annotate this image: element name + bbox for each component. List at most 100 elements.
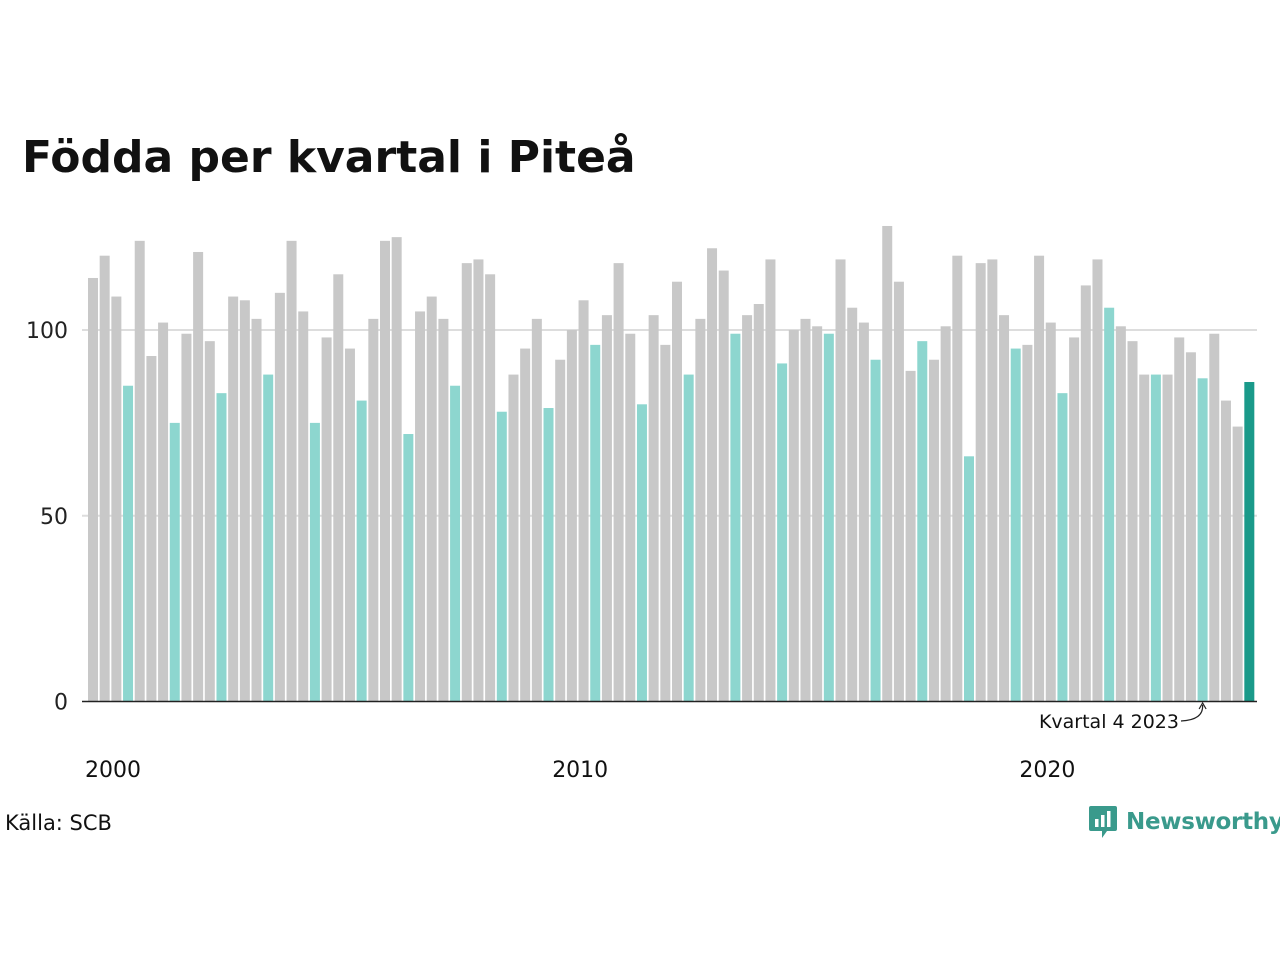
bar-chart: 0 50 100 2000 2010 2020 Kvartal 4 2023: [26, 225, 1257, 783]
bar: [333, 274, 344, 702]
bar: [485, 274, 496, 702]
bar: [450, 385, 461, 702]
bar: [274, 292, 285, 702]
bar: [438, 318, 449, 702]
bar: [964, 456, 974, 702]
bar: [356, 400, 367, 702]
bar: [251, 318, 262, 702]
bar: [181, 333, 192, 702]
bar: [228, 296, 239, 702]
bar: [893, 281, 904, 702]
bar: [1092, 259, 1103, 702]
bar: [204, 341, 215, 702]
brand-name: Newsworthy: [1126, 809, 1280, 835]
bar: [928, 359, 939, 702]
bar: [169, 422, 180, 702]
bar: [613, 263, 624, 702]
x-tick-label: 2000: [85, 758, 141, 783]
bar: [158, 322, 169, 702]
bar: [99, 255, 110, 702]
bar: [88, 277, 98, 702]
bar: [1150, 374, 1161, 702]
bar: [812, 326, 823, 702]
annotation-label: Kvartal 4 2023: [1039, 711, 1179, 733]
bar: [473, 259, 484, 702]
bar: [636, 404, 647, 702]
bar: [1080, 285, 1091, 702]
bar: [1209, 333, 1220, 702]
bar: [216, 393, 227, 702]
bar: [391, 237, 402, 702]
bar: [823, 333, 834, 702]
bar: [555, 359, 566, 702]
bar: [1139, 374, 1150, 702]
bar: [1115, 326, 1126, 702]
bar: [999, 315, 1010, 702]
bar: [1232, 426, 1243, 702]
bar: [508, 374, 519, 702]
bar: [707, 248, 718, 702]
bar: [1034, 255, 1045, 702]
bar: [1069, 337, 1080, 702]
bar: [543, 408, 554, 702]
bar: [1010, 348, 1021, 702]
bar: [1162, 374, 1173, 702]
bar: [590, 344, 601, 702]
bar: [987, 259, 998, 702]
bar: [134, 240, 145, 702]
bar: [403, 434, 414, 702]
bar: [1045, 322, 1056, 702]
bar: [718, 270, 729, 702]
newsworthy-logo-icon: [1089, 806, 1117, 838]
bar: [298, 311, 309, 702]
bar: [753, 304, 764, 702]
annotation-arrowhead: [1198, 701, 1207, 710]
bar: [672, 281, 682, 702]
bar: [835, 259, 846, 702]
bar: [380, 240, 390, 702]
bar: [123, 385, 134, 702]
bar: [858, 322, 869, 702]
x-tick-label: 2010: [552, 758, 608, 783]
bar: [1104, 307, 1115, 702]
bar: [111, 296, 122, 702]
bar: [578, 300, 589, 702]
bar: [415, 311, 426, 702]
bar: [344, 348, 355, 702]
bar: [940, 326, 951, 702]
bar: [193, 251, 204, 702]
bar: [975, 263, 986, 702]
bar: [917, 341, 928, 702]
bar: [520, 348, 531, 702]
bar: [309, 422, 320, 702]
bar: [625, 333, 636, 702]
bar: [765, 259, 776, 702]
bar: [648, 315, 659, 702]
chart-title: Födda per kvartal i Piteå: [22, 132, 636, 183]
bar: [1174, 337, 1185, 702]
x-tick-label: 2020: [1019, 758, 1075, 783]
bar: [952, 255, 963, 702]
bar: [426, 296, 437, 702]
brand-logo: Newsworthy: [1088, 804, 1280, 840]
y-tick-label: 50: [40, 505, 68, 530]
bar: [461, 263, 472, 702]
bar: [695, 318, 706, 702]
bar: [1197, 378, 1208, 702]
bar: [683, 374, 694, 702]
axes: 0 50 100 2000 2010 2020: [26, 319, 1257, 783]
bar: [1057, 393, 1068, 702]
bar: [601, 315, 612, 702]
bar: [800, 318, 811, 702]
bar: [847, 307, 858, 702]
bar: [239, 300, 250, 702]
bar: [777, 363, 788, 702]
y-tick-label: 0: [54, 691, 68, 716]
bar: [566, 330, 577, 702]
bar: [1022, 344, 1033, 702]
annotation-arrow: [1180, 704, 1204, 722]
source-label: Källa: SCB: [5, 811, 112, 835]
bar: [788, 330, 799, 702]
bar: [286, 240, 297, 702]
bar: [1244, 382, 1255, 702]
